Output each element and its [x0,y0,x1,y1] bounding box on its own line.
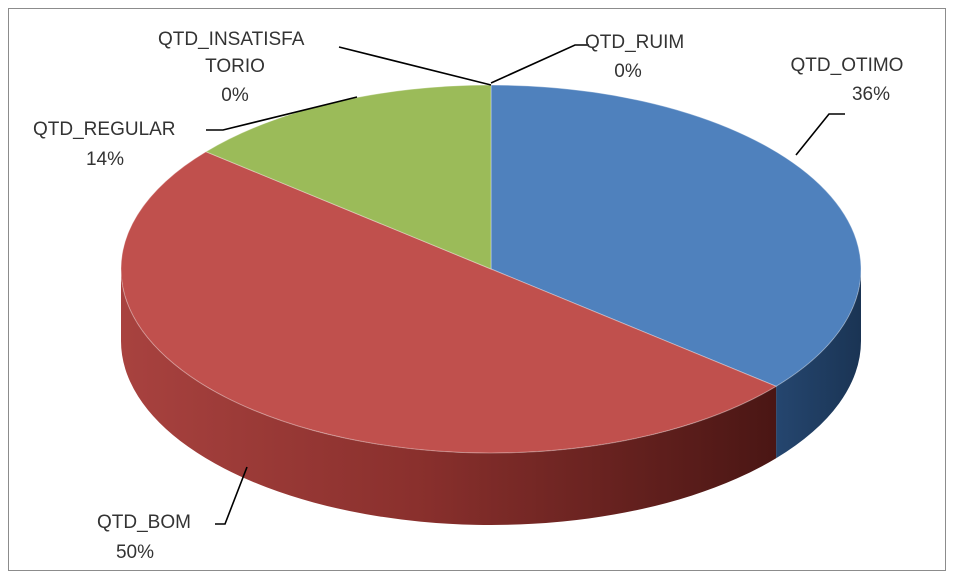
slice-pct-bom: 50% [116,542,154,563]
pie-side-otimo [776,269,861,459]
slice-pct-otimo: 36% [852,84,890,105]
leader-line-ruim [490,44,589,84]
slice-label-insatisfatorio-line2: TORIO [205,56,265,77]
slice-label-insatisfatorio-line1: QTD_INSATISFA [158,29,305,50]
slice-pct-insatisfatorio: 0% [221,85,249,106]
slice-label-bom: QTD_BOM [97,512,191,533]
leader-line-bom [215,466,248,525]
slice-pct-regular: 14% [86,149,124,170]
pie-slice-otimo [490,84,862,387]
pie-sides [121,269,861,525]
pie-slice-bom [120,151,778,454]
pie-tops [120,84,862,454]
slice-label-regular: QTD_REGULAR [33,119,176,140]
slice-label-ruim: QTD_RUIM [585,32,684,53]
pie-chart: QTD_INSATISFA TORIO 0% QTD_RUIM 0% QTD_O… [33,29,904,563]
leader-line-otimo [795,113,845,156]
slice-pct-ruim: 0% [614,61,642,82]
leader-lines [206,44,845,525]
pie-side-bom [121,269,777,525]
chart-frame: QTD_INSATISFA TORIO 0% QTD_RUIM 0% QTD_O… [8,8,946,571]
slice-label-otimo: QTD_OTIMO [791,55,904,76]
leader-line-insatisfatorio [338,46,492,86]
leader-line-regular [206,96,358,131]
